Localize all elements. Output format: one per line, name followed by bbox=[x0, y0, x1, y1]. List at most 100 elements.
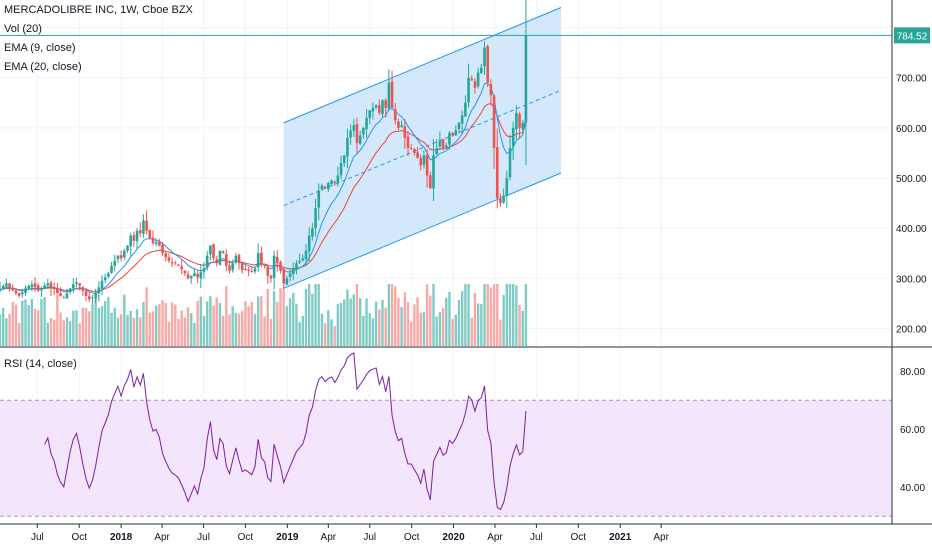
candle-body bbox=[400, 125, 403, 128]
volume-bar bbox=[183, 317, 187, 346]
volume-bar bbox=[288, 298, 292, 346]
candle-body bbox=[40, 288, 43, 291]
volume-bar bbox=[486, 284, 489, 346]
volume-bar bbox=[473, 293, 477, 346]
candle-body bbox=[511, 127, 515, 147]
candle-body bbox=[237, 255, 241, 264]
candle-body bbox=[5, 283, 8, 287]
volume-bar bbox=[167, 321, 171, 346]
volume-bar bbox=[17, 322, 21, 346]
time-tick-label: Apr bbox=[321, 532, 337, 543]
volume-bar bbox=[333, 325, 336, 346]
candle-body bbox=[342, 155, 346, 164]
volume-bar bbox=[97, 308, 101, 346]
volume-bar bbox=[263, 316, 266, 346]
candle-body bbox=[250, 271, 254, 273]
candle-body bbox=[8, 283, 11, 288]
volume-bar bbox=[170, 302, 174, 346]
volume-bar bbox=[132, 317, 136, 346]
candle-body bbox=[298, 260, 301, 263]
candle-body bbox=[228, 265, 231, 271]
candle-body bbox=[205, 255, 209, 269]
volume-bar bbox=[148, 312, 152, 346]
volume-bar bbox=[272, 291, 276, 346]
time-tick-label: Oct bbox=[71, 532, 87, 543]
candle-body bbox=[301, 258, 305, 261]
candle-body bbox=[336, 175, 340, 183]
candle-body bbox=[422, 155, 426, 165]
candle-body bbox=[189, 275, 193, 278]
candle-body bbox=[132, 235, 136, 241]
candle-body bbox=[435, 147, 438, 154]
candle-body bbox=[260, 252, 263, 264]
volume-bar bbox=[314, 284, 317, 346]
candle-body bbox=[476, 72, 480, 87]
volume-bar bbox=[11, 301, 14, 346]
volume-bar bbox=[403, 292, 407, 346]
rsi-line bbox=[44, 352, 527, 511]
candle-body bbox=[78, 283, 81, 286]
candle-body bbox=[425, 154, 429, 176]
candle-body bbox=[103, 277, 107, 281]
time-tick-label: Jul bbox=[530, 532, 543, 543]
volume-bar bbox=[307, 284, 311, 346]
volume-bar bbox=[212, 305, 215, 346]
volume-bar bbox=[158, 304, 161, 346]
volume-bar bbox=[49, 317, 53, 346]
candle-body bbox=[307, 235, 311, 252]
volume-bar bbox=[390, 284, 394, 346]
candle-body bbox=[161, 244, 164, 254]
candle-body bbox=[403, 126, 407, 138]
candle-body bbox=[21, 292, 24, 295]
volume-bar bbox=[429, 295, 432, 346]
volume-bar bbox=[81, 307, 85, 346]
volume-bar bbox=[33, 308, 37, 346]
candle-body bbox=[295, 263, 298, 270]
volume-bar bbox=[5, 318, 8, 346]
volume-bar bbox=[454, 314, 458, 346]
legend-rsi: RSI (14, close) bbox=[4, 358, 77, 370]
candle-body bbox=[282, 269, 285, 284]
volume-bar bbox=[413, 304, 416, 346]
volume-bar bbox=[365, 298, 368, 346]
channel-upper-line bbox=[283, 7, 562, 124]
candle-body bbox=[196, 274, 199, 278]
candle-body bbox=[221, 251, 225, 254]
volume-bar bbox=[123, 294, 126, 346]
volume-bar bbox=[422, 312, 426, 346]
candle-body bbox=[145, 220, 148, 231]
volume-bar bbox=[225, 286, 228, 346]
volume-bar bbox=[339, 302, 343, 346]
legend-vol: Vol (20) bbox=[4, 23, 42, 35]
volume-bar bbox=[164, 303, 167, 346]
candle-body bbox=[209, 245, 212, 255]
candle-body bbox=[438, 140, 442, 147]
volume-bar bbox=[68, 320, 72, 346]
volume-bar bbox=[75, 310, 78, 346]
candle-body bbox=[499, 199, 502, 204]
candle-body bbox=[240, 263, 244, 271]
volume-bar bbox=[250, 301, 254, 346]
volume-bar bbox=[292, 292, 295, 346]
candle-body bbox=[126, 245, 129, 251]
volume-bar bbox=[65, 317, 69, 346]
candle-body bbox=[486, 46, 489, 83]
candle-body bbox=[397, 121, 400, 128]
rsi-tick-label: 60.00 bbox=[900, 425, 925, 436]
volume-bar bbox=[237, 313, 241, 346]
volume-bar bbox=[113, 307, 116, 346]
candle-body bbox=[492, 95, 496, 148]
candle-body bbox=[362, 127, 365, 135]
volume-bar bbox=[199, 296, 203, 346]
candle-body bbox=[473, 81, 477, 88]
volume-bar bbox=[62, 320, 65, 346]
candle-body bbox=[355, 123, 359, 143]
candle-body bbox=[174, 263, 177, 265]
volume-bar bbox=[352, 294, 356, 346]
volume-bar bbox=[142, 302, 145, 346]
volume-bar bbox=[174, 304, 177, 346]
volume-bar bbox=[457, 299, 461, 346]
volume-bar bbox=[483, 284, 486, 346]
volume-bar bbox=[30, 299, 34, 346]
